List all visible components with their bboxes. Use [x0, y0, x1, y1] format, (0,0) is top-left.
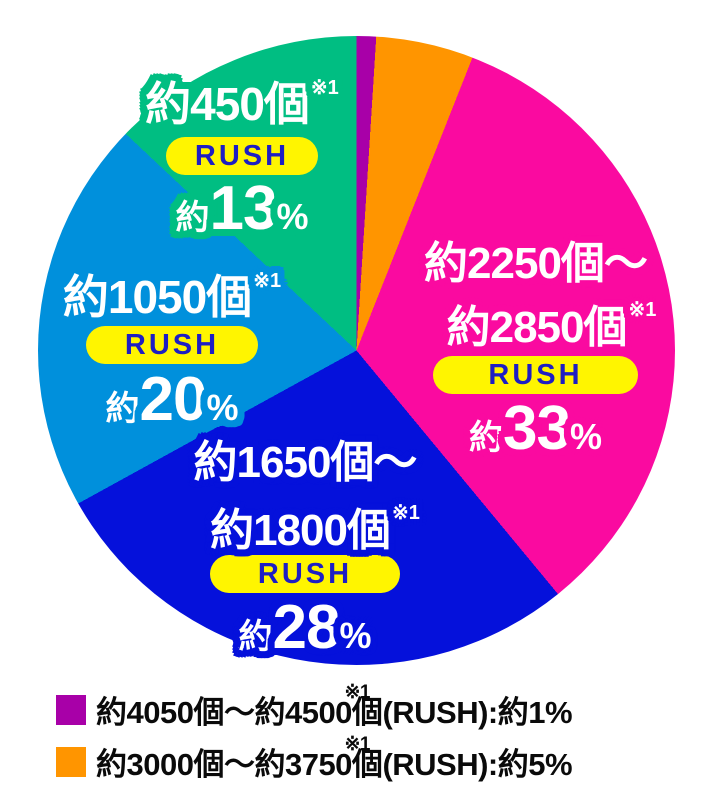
legend-label-purple: 約4050個～約4500個※1(RUSH):約1% [96, 682, 573, 730]
percent-line-pink: 約33% [388, 398, 683, 472]
rush-badge-light-blue: RUSH [86, 326, 258, 364]
percent-sign: % [339, 615, 372, 656]
percent-value: 28 [272, 593, 341, 662]
payout-line-pink-1: 約2250個～ [388, 240, 683, 287]
approx-prefix: 約 [105, 390, 140, 428]
legend-text-rest: (RUSH):約5% [382, 747, 573, 782]
approx-prefix: 約 [175, 199, 210, 237]
percent-sign: % [276, 196, 309, 237]
payout-line-green: 約450個 ※1 [88, 62, 396, 130]
payout-line-light-blue: 約1050個 ※1 [22, 256, 322, 322]
footnote-marker: ※1 [310, 77, 339, 99]
percent-sign: % [569, 416, 602, 457]
footnote-marker: ※1 [628, 299, 657, 321]
legend-label-orange: 約3000個～約3750個※1(RUSH):約5% [96, 734, 573, 782]
rush-badge-label: RUSH [488, 359, 583, 391]
payout-text: 約2250個～ [424, 239, 648, 288]
legend-item-purple: 約4050個～約4500個※1(RUSH):約1% [56, 682, 573, 732]
footnote-marker: ※1 [392, 502, 420, 524]
percent-sign: % [206, 387, 239, 428]
legend-text-rest: (RUSH):約1% [382, 695, 573, 730]
payout-line-blue-2: 約1800個 ※1 [150, 488, 480, 556]
label-group-pink: 約2250個～ 約2850個 ※1 RUSH 約33% [388, 240, 683, 472]
label-group-light-blue: 約1050個 ※1 RUSH 約20% [22, 256, 322, 443]
payout-text: 約1800個 [210, 506, 391, 555]
rush-badge-label: RUSH [194, 140, 290, 172]
label-group-green: 約450個 ※1 RUSH 約13% [88, 62, 396, 252]
approx-prefix: 約 [469, 419, 503, 457]
payout-text: 約1050個 [62, 271, 252, 323]
percent-line-blue: 約28% [140, 597, 470, 671]
rush-badge-blue: RUSH [210, 555, 400, 593]
percent-line-light-blue: 約20% [22, 369, 322, 443]
legend-swatch-purple [56, 694, 86, 725]
rush-badge-label: RUSH [257, 558, 353, 590]
percent-value: 13 [209, 174, 278, 243]
legend-text-main: 約3000個～約3750個 [96, 747, 383, 782]
footnote-marker: ※1 [253, 270, 282, 292]
payout-text: 約2850個 [446, 303, 628, 352]
payout-line-pink-2: 約2850個 ※1 [404, 287, 699, 351]
legend-item-orange: 約3000個～約3750個※1(RUSH):約5% [56, 734, 573, 784]
legend-swatch-orange [56, 746, 86, 777]
label-group-blue: 約1650個～ 約1800個 ※1 RUSH 約28% [140, 438, 470, 671]
payout-text: 約450個 [145, 78, 310, 130]
percent-value: 33 [503, 394, 571, 463]
payout-line-blue-1: 約1650個～ [140, 438, 470, 488]
payout-text: 約1650個～ [193, 438, 418, 487]
approx-prefix: 約 [238, 618, 273, 656]
percent-value: 20 [139, 365, 208, 434]
rush-badge-green: RUSH [166, 137, 318, 175]
rush-badge-label: RUSH [124, 329, 220, 361]
percent-line-green: 約13% [88, 178, 396, 252]
legend-text-main: 約4050個～約4500個 [96, 695, 383, 730]
rush-badge-pink: RUSH [433, 356, 638, 394]
